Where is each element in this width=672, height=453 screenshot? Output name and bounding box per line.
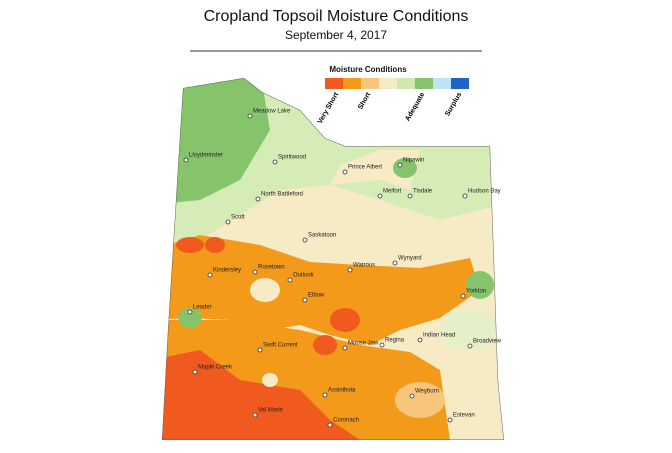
place-marker (467, 343, 473, 349)
place-marker (447, 417, 453, 423)
place-marker (302, 237, 308, 243)
title: Cropland Topsoil Moisture Conditions (204, 8, 469, 25)
place-label: Indian Head (423, 333, 455, 339)
legend-label: Adequate (404, 91, 426, 122)
place-label: Elbow (308, 293, 325, 299)
place-marker (272, 159, 278, 165)
place-marker (407, 193, 413, 199)
legend-label: Very Short (317, 91, 341, 125)
place-label: Moose Jaw (348, 341, 379, 347)
legend-swatch (451, 78, 469, 89)
patch (262, 373, 278, 387)
place-label: Spiritwood (278, 155, 306, 161)
legend-label: Short (357, 91, 373, 111)
place-marker (342, 345, 348, 351)
place-label: Meadow Lake (253, 109, 291, 115)
place-marker (302, 297, 308, 303)
place-label: Val Marie (258, 408, 284, 414)
place-marker (392, 260, 398, 266)
place-marker (460, 293, 466, 299)
places: Meadow Lake Lloydminster Spiritwood Prince … (183, 109, 502, 428)
place-label: Lloydminster (189, 153, 223, 159)
place-label: Kindersley (213, 268, 241, 274)
patch (176, 237, 204, 253)
place-label: Assiniboia (328, 388, 356, 394)
place-label: Saskatoon (308, 233, 336, 239)
place-marker (347, 267, 353, 273)
patch (330, 308, 360, 332)
legend-swatch (325, 78, 343, 89)
place-label: Melfort (383, 189, 402, 195)
place-label: Hudson Bay (468, 189, 501, 195)
place-label: Scott (231, 215, 245, 221)
place-marker (207, 272, 213, 278)
legend-swatch (433, 78, 451, 89)
place-label: Regina (385, 338, 405, 344)
legend-swatch (343, 78, 361, 89)
place-label: Coronach (333, 418, 359, 424)
place-label: Nipawin (403, 158, 424, 164)
place-marker (377, 193, 383, 199)
place-label: Outlook (293, 273, 315, 279)
place-label: Prince Albert (348, 165, 382, 171)
place-marker (322, 392, 328, 398)
patch (440, 310, 500, 350)
place-marker (247, 113, 253, 119)
place-label: Watrous (353, 263, 375, 269)
place-label: Swift Current (263, 343, 298, 349)
place-label: Estevan (453, 413, 475, 419)
place-label: Weyburn (415, 389, 439, 395)
patch (395, 382, 445, 418)
patch (205, 237, 225, 253)
patch (313, 335, 337, 355)
legend-title: Moisture Conditions (329, 65, 407, 74)
place-marker (287, 277, 293, 283)
place-marker (252, 269, 258, 275)
patch (178, 308, 202, 328)
place-marker (225, 219, 231, 225)
legend-swatch (361, 78, 379, 89)
place-marker (327, 422, 333, 428)
legend-label: Surplus (444, 91, 463, 117)
place-marker (183, 157, 189, 163)
place-marker (187, 309, 193, 315)
place-marker (252, 412, 258, 418)
place-label: Broadview (473, 339, 502, 345)
place-marker (257, 347, 263, 353)
place-marker (409, 393, 415, 399)
place-marker (192, 369, 198, 375)
region-mid-n (330, 150, 420, 190)
place-marker (342, 169, 348, 175)
patch (466, 271, 494, 299)
legend: Moisture Conditions Very Short Short Ade… (317, 65, 469, 125)
place-label: Wynyard (398, 256, 422, 262)
region-short (162, 235, 480, 345)
region-very-short (162, 350, 360, 440)
subtitle: September 4, 2017 (285, 28, 387, 42)
place-marker (379, 342, 385, 348)
place-marker (255, 196, 261, 202)
legend-swatch (397, 78, 415, 89)
place-label: Yorkton (466, 289, 486, 295)
place-label: Leader (193, 305, 212, 311)
patch (250, 278, 280, 302)
legend-swatch (379, 78, 397, 89)
legend-swatch (415, 78, 433, 89)
place-label: Maple Creek (198, 365, 233, 371)
place-marker (462, 193, 468, 199)
place-label: Tisdale (413, 189, 433, 195)
place-label: North Battleford (261, 192, 303, 198)
place-label: Rosetown (258, 265, 285, 271)
place-marker (417, 337, 423, 343)
place-marker (397, 162, 403, 168)
